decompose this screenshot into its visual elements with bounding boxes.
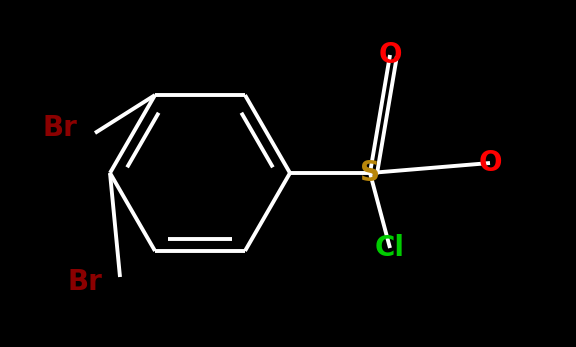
Text: Br: Br	[67, 268, 103, 296]
Text: Br: Br	[43, 114, 77, 142]
Text: Cl: Cl	[375, 234, 405, 262]
Text: S: S	[360, 159, 380, 187]
Text: O: O	[378, 41, 401, 69]
Text: O: O	[478, 149, 502, 177]
